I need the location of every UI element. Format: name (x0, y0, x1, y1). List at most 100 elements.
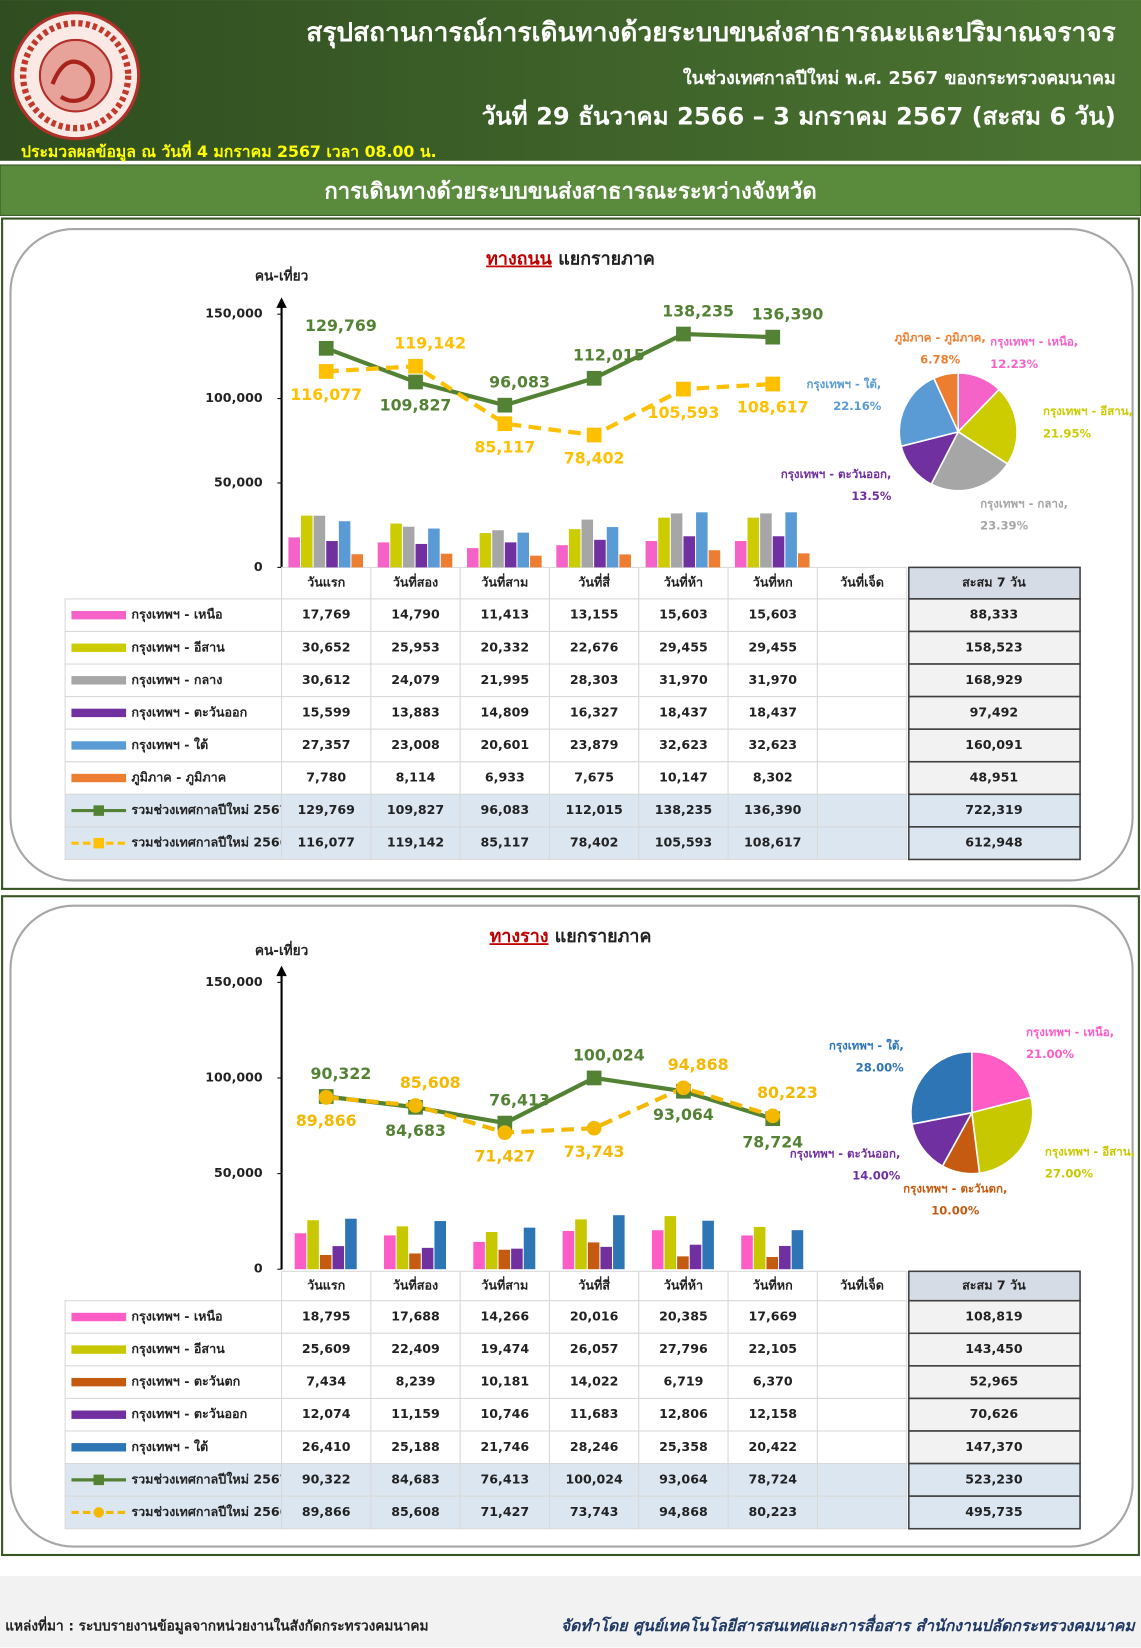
bar (562, 1230, 575, 1270)
x-tick-label: วันที่หก (753, 573, 793, 590)
bar (734, 541, 747, 568)
table-value: 10,746 (481, 1406, 530, 1421)
table-cell (816, 1332, 908, 1367)
pie-label: กรุงเทพฯ - กลาง, (980, 496, 1068, 511)
total-cell (908, 695, 1081, 730)
marker (586, 1120, 602, 1136)
data-label: 84,683 (385, 1121, 446, 1140)
pie-label: กรุงเทพฯ - เหนือ, (1026, 1025, 1114, 1040)
total-value: 160,091 (965, 737, 1022, 752)
table-value: 21,746 (481, 1439, 530, 1454)
y-tick-label: 150,000 (205, 974, 263, 989)
table-cell (548, 1495, 640, 1530)
table-value: 17,769 (302, 607, 351, 622)
total-header: สะสม 7 วัน (962, 1278, 1026, 1293)
table-header-cell (459, 1270, 551, 1302)
table-value: 18,437 (748, 704, 797, 719)
x-tick-label: วันที่ห้า (664, 1276, 703, 1293)
total-cell (908, 630, 1081, 665)
table-header-cell (370, 1270, 461, 1302)
y-tick-label: 150,000 (205, 306, 263, 321)
table-value: 23,879 (570, 737, 619, 752)
table-value: 20,332 (481, 639, 530, 654)
table-value: 84,683 (391, 1471, 440, 1486)
x-tick-label: วันที่เจ็ด (840, 1276, 884, 1293)
legend-swatch (71, 1443, 127, 1452)
title-rest: แยกรายภาค (555, 926, 652, 947)
table-cell (459, 630, 551, 665)
table-cell (638, 761, 729, 795)
total-cell (908, 598, 1081, 633)
panel-frame (1, 895, 1140, 1557)
table-value: 20,422 (748, 1439, 797, 1454)
x-tick-label: วันที่ห้า (664, 573, 703, 590)
legend-swatch (71, 1410, 127, 1419)
table-cell (459, 1365, 551, 1399)
table-value: 116,077 (298, 835, 355, 850)
legend-marker (93, 1507, 105, 1518)
data-label: 78,724 (742, 1132, 803, 1151)
pie-value-label: 27.00% (1045, 1166, 1094, 1180)
bar (772, 536, 785, 568)
bar (440, 553, 453, 568)
table-value: 26,057 (570, 1341, 619, 1356)
bar (797, 553, 810, 568)
line (325, 331, 773, 408)
table-cell (816, 1430, 908, 1465)
pie-label: กรุงเทพฯ - ตะวันตก, (903, 1181, 1007, 1196)
bar (581, 519, 594, 568)
bar (606, 527, 619, 568)
x-tick-label: วันแรก (307, 1278, 345, 1293)
data-label: 109,827 (380, 396, 452, 415)
table-value: 10,181 (481, 1374, 530, 1389)
table-value: 32,623 (659, 737, 708, 752)
axis-arrow (276, 297, 287, 308)
title-rest: แยกรายภาค (558, 249, 655, 270)
table-value: 7,434 (306, 1374, 346, 1389)
pie-slice (956, 388, 1018, 466)
bar (689, 1244, 702, 1270)
data-label: 100,024 (573, 1045, 645, 1064)
marker (676, 1080, 691, 1096)
bar (658, 517, 670, 568)
table-cell (638, 826, 729, 860)
total-value: 158,523 (965, 639, 1022, 654)
table-header-cell (548, 1270, 640, 1302)
total-header-cell (908, 566, 1081, 600)
table-value: 105,593 (655, 835, 712, 850)
bar (467, 548, 479, 568)
pie-slice (930, 430, 1009, 492)
data-label: 105,593 (648, 403, 720, 422)
table-cell (727, 793, 818, 828)
total-header: สะสม 7 วัน (962, 575, 1026, 590)
legend-label: กรุงเทพฯ - อีสาน (131, 639, 225, 655)
bar (651, 1230, 664, 1270)
table-value: 94,868 (659, 1504, 708, 1519)
bar (345, 1218, 357, 1270)
table-cell (459, 793, 551, 828)
bar (479, 533, 492, 568)
table-value: 73,743 (570, 1504, 619, 1519)
header-band (0, 0, 1141, 161)
pie-slice (910, 1050, 973, 1126)
table-value: 25,609 (302, 1341, 351, 1356)
bar (498, 1249, 511, 1270)
table-cell (459, 598, 551, 632)
title-highlight: ทางราง (490, 926, 549, 947)
table-cell (370, 1300, 461, 1334)
pie-value-label: 22.16% (833, 399, 882, 413)
table-value: 12,806 (659, 1406, 708, 1421)
marker (408, 374, 423, 390)
table-cell (816, 1365, 908, 1399)
table-cell (727, 598, 818, 632)
table-cell (281, 1430, 372, 1465)
table-cell (548, 728, 640, 763)
table-value: 16,327 (570, 704, 619, 719)
table-value: 14,266 (481, 1309, 530, 1324)
y-tick-label: 0 (254, 1261, 263, 1276)
table-cell (727, 1397, 818, 1432)
table-cell (638, 696, 729, 730)
marker (497, 416, 513, 432)
total-header-cell (908, 1270, 1081, 1302)
table-cell (638, 1495, 729, 1530)
